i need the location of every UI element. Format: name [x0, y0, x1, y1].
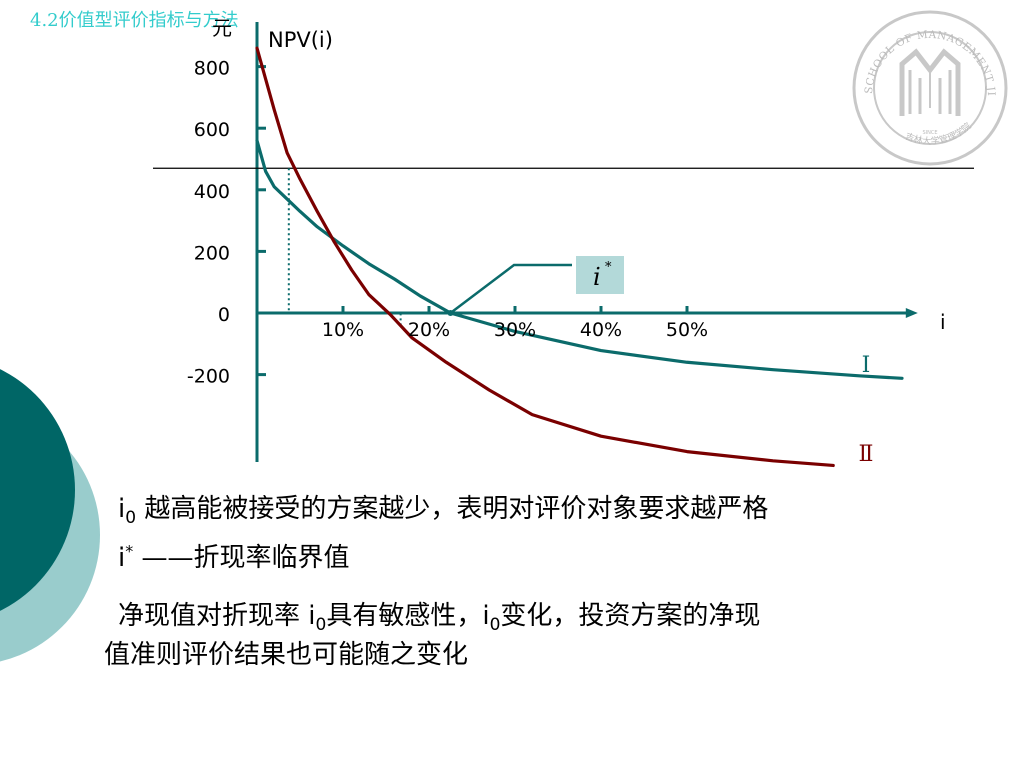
annotation-sup: *	[605, 260, 612, 275]
annotation-label: i	[593, 263, 601, 291]
jilin-university-logo: SCHOOL OF MANAGEMENT JILIN UNIVERSITY 吉林…	[850, 8, 1008, 166]
y-tick-label: 200	[194, 242, 230, 264]
y-tick-label: 0	[218, 304, 230, 326]
text-line-1: i0 越高能被接受的方案越少，表明对评价对象要求越严格	[118, 494, 769, 529]
chart-series	[255, 46, 904, 468]
x-tick-label: 40%	[580, 319, 622, 341]
text-line-4: 值准则评价结果也可能随之变化	[104, 640, 469, 670]
series-label-2: Ⅱ	[859, 442, 874, 467]
annotation-leader	[449, 263, 572, 314]
y-tick-label: -200	[187, 366, 230, 388]
logo-note: SINCE	[922, 130, 937, 136]
chart-guides	[153, 167, 974, 326]
x-tick-label: 10%	[322, 319, 364, 341]
x-axis-arrow	[905, 308, 918, 318]
y-tick-label: 600	[194, 119, 230, 141]
series-line-2	[255, 46, 835, 468]
x-tick-label: 50%	[666, 319, 708, 341]
y-tick-label: 400	[194, 181, 230, 203]
text-line-3: 净现值对折现率 i0具有敏感性，i0变化，投资方案的净现	[118, 601, 761, 636]
chart-axes	[255, 21, 918, 462]
x-axis-label: i	[940, 310, 946, 334]
x-tick-label: 30%	[494, 319, 536, 341]
x-tick-label: 20%	[408, 319, 450, 341]
series-line-1	[255, 138, 904, 380]
chart-labels: -200 0 200 400 600 800 10% 20% 30% 40% 50% NPV(i) 元 i…	[187, 16, 946, 467]
series-label-1: I	[862, 353, 871, 378]
y-axis-label: NPV(i)	[268, 28, 333, 52]
slide-title: 4.2价值型评价指标与方法	[30, 10, 239, 31]
annotation-box	[576, 256, 624, 294]
deco-circle-dark	[0, 369, 75, 611]
y-tick-label: 800	[194, 58, 230, 80]
chart-annotation: i *	[447, 256, 624, 316]
text-line-2: i* ——折现率临界值	[118, 541, 350, 573]
y-axis-unit: 元	[212, 16, 232, 40]
